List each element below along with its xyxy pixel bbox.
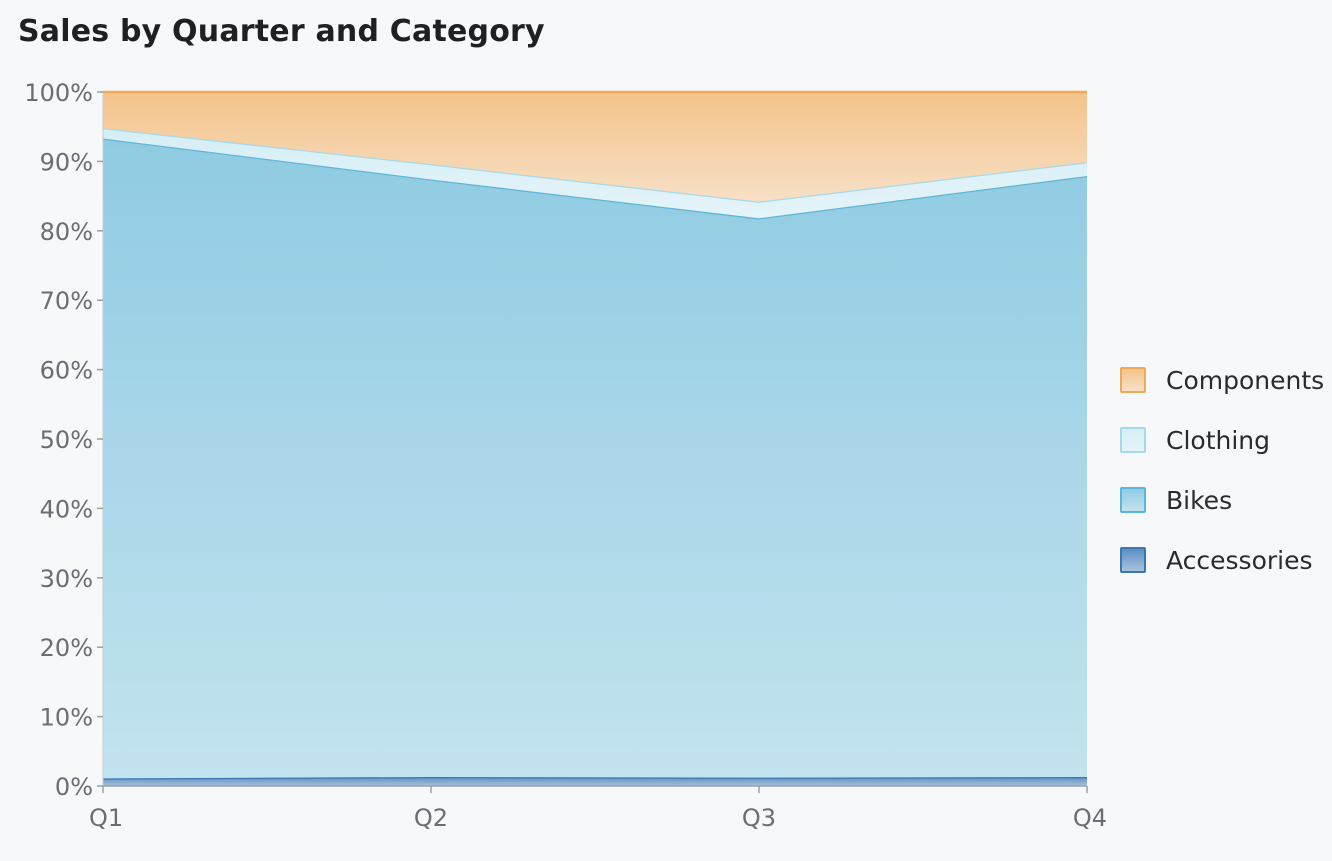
y-tick-label: 10% <box>40 704 93 732</box>
y-tick-label: 60% <box>40 357 93 385</box>
y-tick-label: 80% <box>40 218 93 246</box>
legend-swatch <box>1120 427 1146 453</box>
legend-label: Accessories <box>1166 545 1313 575</box>
series-areas <box>102 90 1088 786</box>
x-tick-label: Q1 <box>89 804 123 832</box>
y-tick-label: 20% <box>40 634 93 662</box>
y-tick-label: 50% <box>40 426 93 454</box>
legend-label: Components <box>1166 365 1325 395</box>
x-tick-label: Q4 <box>1073 804 1107 832</box>
area-components <box>103 92 1087 202</box>
chart-title: Sales by Quarter and Category <box>18 14 545 49</box>
legend-swatch <box>1120 547 1146 573</box>
line-clothing <box>102 126 1088 203</box>
y-tick-label: 30% <box>40 565 93 593</box>
x-tick-label: Q2 <box>414 804 448 832</box>
legend: Components Clothing Bikes Accessories <box>1120 350 1324 590</box>
legend-label: Clothing <box>1166 425 1271 455</box>
legend-item-bikes[interactable]: Bikes <box>1120 470 1324 530</box>
y-tick-label: 0% <box>55 773 93 801</box>
x-axis-ticks: Q1 Q2 Q3 Q4 <box>89 786 1107 832</box>
legend-item-clothing[interactable]: Clothing <box>1120 410 1324 470</box>
y-tick-label: 70% <box>40 287 93 315</box>
area-accessories <box>103 776 1087 786</box>
legend-label: Bikes <box>1166 485 1233 515</box>
legend-item-components[interactable]: Components <box>1120 350 1324 410</box>
y-tick-label: 90% <box>40 148 93 176</box>
legend-swatch <box>1120 367 1146 393</box>
area-clothing <box>103 128 1087 219</box>
legend-item-accessories[interactable]: Accessories <box>1120 530 1324 590</box>
y-tick-label: 100% <box>24 79 93 107</box>
x-tick-label: Q3 <box>742 804 776 832</box>
y-axis-ticks: 0% 10% 20% 30% 40% 50% 60% 70% 80% 90% 100% <box>24 79 103 801</box>
legend-swatch <box>1120 487 1146 513</box>
y-tick-label: 40% <box>40 495 93 523</box>
area-bikes <box>103 138 1087 779</box>
